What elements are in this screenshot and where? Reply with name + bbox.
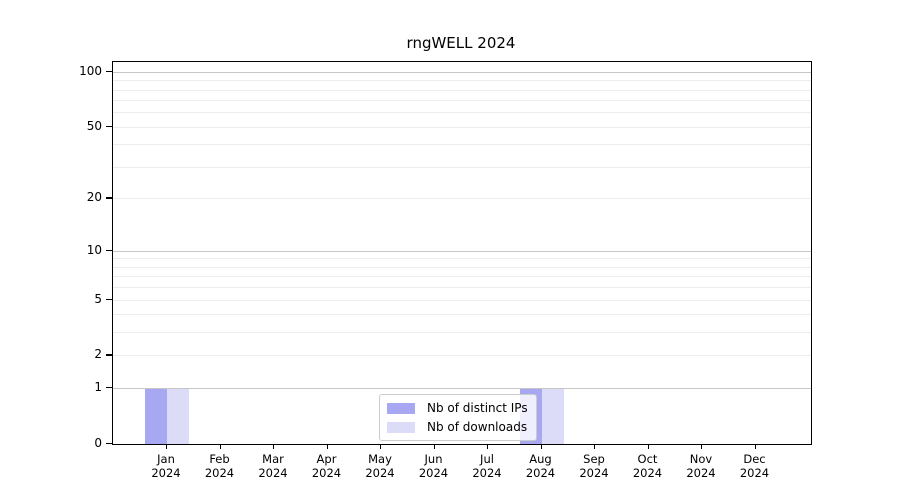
bar (541, 388, 564, 444)
y-axis-tick-label: 100 (79, 63, 102, 78)
y-axis-tick (106, 387, 112, 389)
y-axis-tick-label: 2 (94, 347, 102, 362)
minor-gridline (113, 112, 811, 114)
minor-gridline (113, 144, 811, 146)
x-axis-tick-label: Jul 2024 (472, 452, 502, 480)
x-axis-tick (540, 444, 542, 449)
x-axis-tick-label: Apr 2024 (311, 452, 342, 480)
minor-gridline (113, 276, 811, 278)
legend-label: Nb of distinct IPs (427, 401, 528, 415)
minor-gridline (113, 100, 811, 102)
x-axis-tick (754, 444, 756, 449)
x-axis-tick (433, 444, 435, 449)
y-axis-tick (106, 125, 112, 127)
minor-gridline (113, 332, 811, 334)
minor-gridline (113, 287, 811, 288)
x-axis-tick-label: Feb 2024 (204, 452, 235, 480)
y-axis-tick-label: 10 (86, 242, 102, 257)
y-axis-tick-label: 1 (94, 380, 102, 395)
x-axis-tick-label: Sep 2024 (579, 452, 609, 480)
minor-gridline (113, 355, 811, 357)
y-axis-tick-label: 50 (86, 118, 102, 133)
x-axis-tick-label: Oct 2024 (632, 452, 663, 480)
minor-gridline (113, 126, 811, 128)
legend: Nb of distinct IPs Nb of downloads (379, 394, 537, 441)
x-axis-tick (594, 444, 596, 449)
legend-label: Nb of downloads (427, 420, 528, 434)
chart-title: rngWELL 2024 (406, 34, 516, 52)
x-axis-tick (166, 444, 168, 449)
x-axis-tick (219, 444, 221, 449)
minor-gridline (113, 80, 811, 82)
minor-gridline (113, 299, 811, 301)
x-axis-tick (326, 444, 328, 449)
major-gridline (113, 250, 811, 252)
x-axis-tick (647, 444, 649, 449)
y-axis-tick-label: 0 (94, 436, 102, 450)
x-axis-tick-label: Mar 2024 (258, 452, 288, 480)
legend-swatch (387, 421, 415, 433)
y-axis-tick-label: 20 (86, 190, 102, 205)
x-axis-tick-label: Nov 2024 (686, 452, 716, 480)
bar (145, 388, 167, 444)
x-axis-tick-label: Jan 2024 (151, 452, 181, 480)
y-axis-tick-label: 5 (94, 291, 102, 306)
legend-entry: Nb of distinct IPs (387, 401, 528, 415)
x-axis-tick-label: Dec 2024 (739, 452, 770, 480)
y-axis-tick (106, 70, 112, 72)
minor-gridline (113, 198, 811, 200)
y-axis-tick (106, 298, 112, 300)
y-axis-tick (106, 354, 112, 356)
x-axis-tick-label: May 2024 (365, 452, 395, 480)
x-axis-tick (273, 444, 275, 449)
x-axis-tick (701, 444, 703, 449)
minor-gridline (113, 167, 811, 168)
y-axis-tick (106, 249, 112, 251)
x-axis-tick-label: Jun 2024 (418, 452, 449, 480)
major-gridline (113, 71, 811, 73)
minor-gridline (113, 258, 811, 260)
y-axis-tick (106, 443, 112, 445)
x-axis-tick (487, 444, 489, 449)
legend-swatch (387, 402, 415, 414)
minor-gridline (113, 314, 811, 316)
plot-area: Nb of distinct IPs Nb of downloads (112, 61, 812, 445)
bar (167, 388, 189, 444)
minor-gridline (113, 89, 811, 91)
legend-entry: Nb of downloads (387, 420, 528, 434)
x-axis-tick (380, 444, 382, 449)
y-axis-tick (106, 197, 112, 199)
x-axis-tick-label: Aug 2024 (525, 452, 556, 480)
minor-gridline (113, 266, 811, 268)
major-gridline (113, 388, 811, 390)
